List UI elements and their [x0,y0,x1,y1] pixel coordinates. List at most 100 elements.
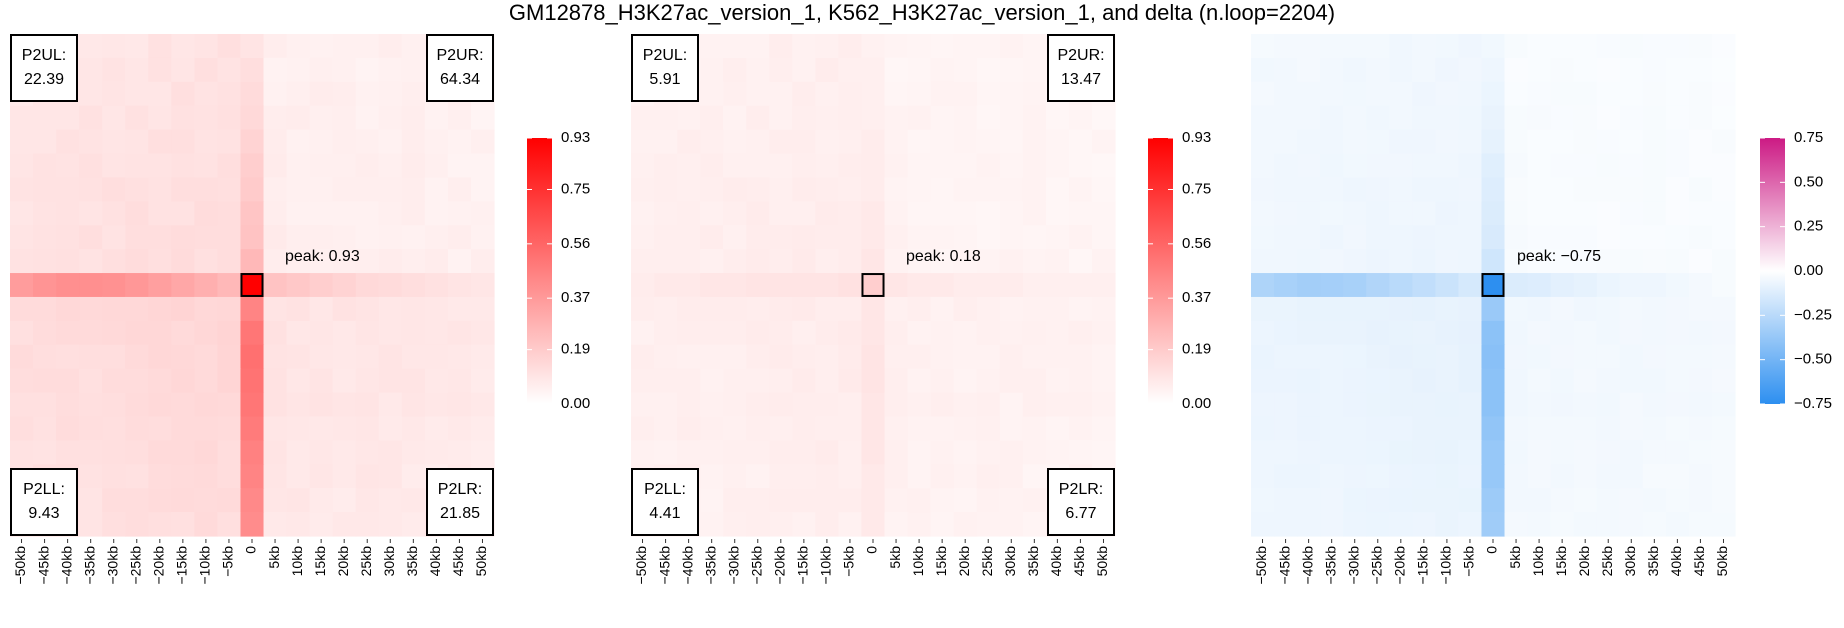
heatmap-cell [1711,153,1736,179]
heatmap-cell [769,225,793,250]
heatmap-cell [677,296,701,322]
heatmap-cell [1389,368,1413,394]
heatmap-cell [700,129,724,155]
heatmap-cell [171,273,195,298]
heatmap-cell [1366,129,1390,155]
x-tick-label: −5kb [220,546,236,577]
heatmap-cell [1665,392,1690,418]
heatmap-cell [148,34,172,59]
heatmap-cell [1412,440,1436,465]
heatmap-cell [1068,177,1093,202]
heatmap-cell [1665,344,1690,370]
x-tick-label: 45kb [450,546,466,577]
heatmap-cell [1665,81,1690,107]
heatmap-cell [1045,153,1070,179]
heatmap-cell [263,392,288,418]
heatmap-cell [953,296,978,322]
heatmap-cell [1665,225,1690,250]
peak-label: peak: 0.93 [285,248,360,265]
heatmap-cell [102,34,126,59]
heatmap-cell [33,416,57,441]
heatmap-cell [56,225,80,250]
heatmap-cell [1366,368,1390,394]
heatmap-cell [1251,368,1275,394]
heatmap-cell [861,368,886,394]
heatmap-cell [1435,129,1460,155]
heatmap-cell [1642,488,1667,513]
heatmap-cell [1068,249,1093,274]
heatmap-cell [861,488,886,513]
heatmap-cell [1343,81,1367,107]
heatmap-cell [263,153,288,179]
heatmap-cell [1091,368,1116,394]
heatmap-cell [677,344,701,370]
heatmap-cell [1504,177,1529,202]
heatmap-cell [1412,177,1436,202]
heatmap-cell [102,105,126,131]
heatmap-cell [1412,488,1436,513]
heatmap-cell [332,320,357,346]
heatmap-cell [1665,177,1690,202]
heatmap-cell [171,296,195,322]
heatmap-cell [332,273,357,298]
heatmap-cell [1573,105,1598,131]
heatmap-cell [240,368,265,394]
heatmap-cell [355,512,380,537]
heatmap-cell [976,225,1001,250]
heatmap-cell [769,81,793,107]
heatmap-cell [10,320,34,346]
heatmap-cell [1091,105,1116,131]
heatmap-cell [700,464,724,489]
heatmap-cell [1642,416,1667,441]
corner-value-ur: 64.34 [439,71,481,88]
heatmap-cell [10,153,34,179]
x-tick-label: −10kb [197,546,213,585]
heatmap-cell [953,368,978,394]
heatmap-cell [1297,81,1321,107]
heatmap-cell [378,296,403,322]
heatmap-cell [102,320,126,346]
heatmap-cell [654,273,678,298]
heatmap-cell [56,320,80,346]
heatmap-cell [723,129,747,155]
heatmap-cell [654,249,678,274]
heatmap-cell [1022,153,1047,179]
heatmap-cell [1297,440,1321,465]
heatmap-cell [1550,344,1575,370]
heatmap-cell [1435,225,1460,250]
heatmap-cell [102,344,126,370]
heatmap-cell [746,440,770,465]
heatmap-cell [401,249,426,274]
heatmap-cell [424,344,449,370]
heatmap-cell [1573,512,1598,537]
x-tick-label: −5kb [841,546,857,577]
heatmap-cell [1091,273,1116,298]
heatmap-cell [217,34,242,59]
heatmap-cell [1688,296,1713,322]
heatmap-cell [1504,105,1529,131]
heatmap-cell [884,392,909,418]
heatmap-cell [1527,344,1552,370]
heatmap-cell [1366,440,1390,465]
x-tick-label: −15kb [174,546,190,585]
heatmap-cell [1022,392,1047,418]
heatmap-cell [1343,57,1367,83]
heatmap-cell [79,273,103,298]
heatmap-cell [700,105,724,131]
heatmap-cell [953,153,978,179]
heatmap-cell [1366,512,1390,537]
heatmap-cell [1665,464,1690,489]
heatmap-cell [1504,440,1529,465]
heatmap-cell [700,177,724,202]
heatmap-cell [171,129,195,155]
heatmap-cell [1573,344,1598,370]
heatmap-cell [1596,273,1621,298]
heatmap-cell [148,392,172,418]
heatmap-cell [1091,201,1116,226]
x-tick-label: −40kb [679,546,695,585]
heatmap-cell [815,464,840,489]
heatmap-cell [401,225,426,250]
heatmap-cell [1389,464,1413,489]
heatmap-cell [286,153,311,179]
heatmap-cell [1068,105,1093,131]
